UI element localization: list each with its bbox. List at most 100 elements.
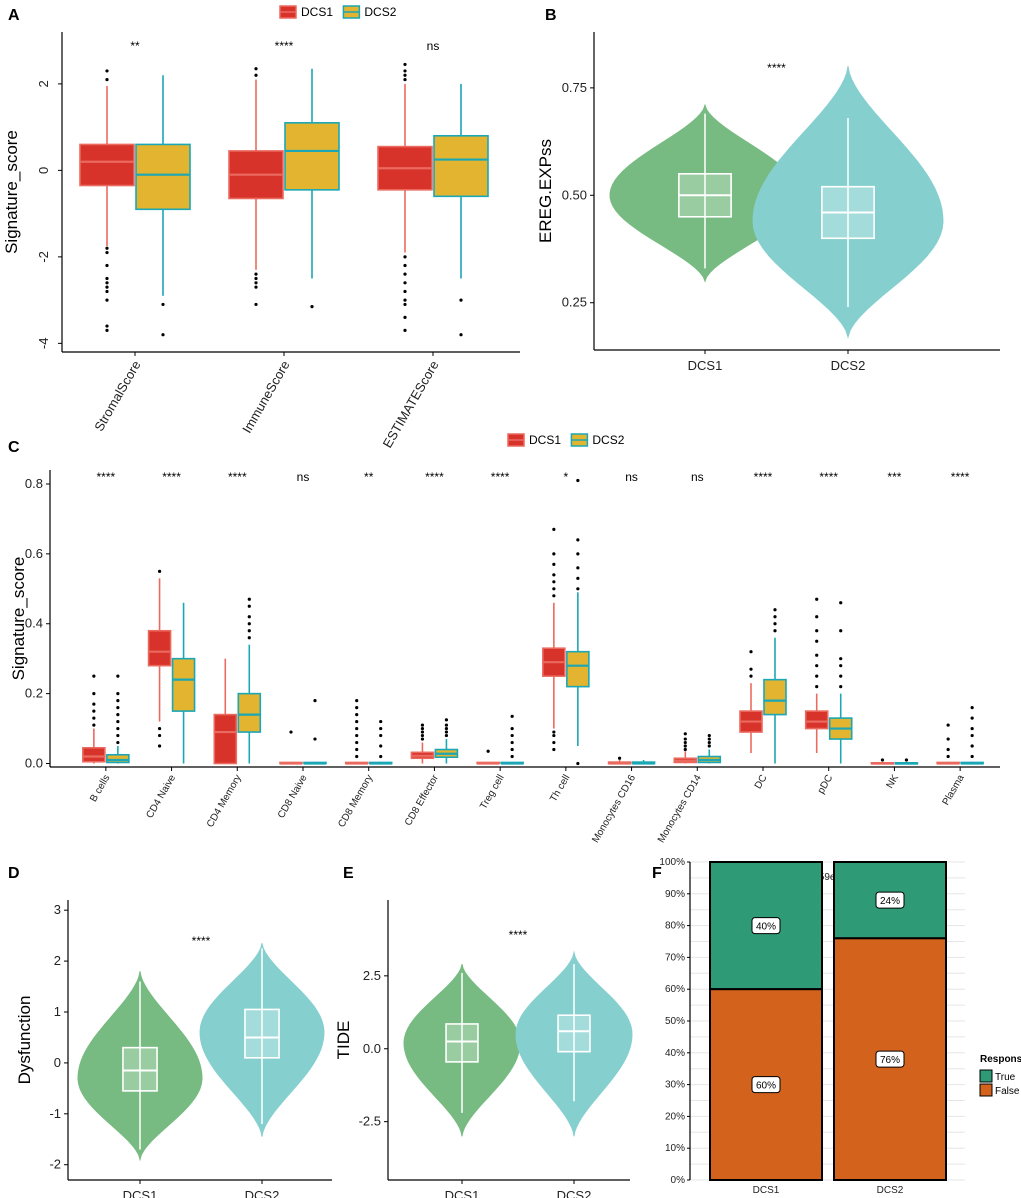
outlier-point (749, 650, 753, 654)
outlier-point (773, 615, 777, 619)
outlier-point (247, 604, 251, 608)
outlier-point (313, 699, 317, 703)
outlier-point (707, 737, 711, 741)
significance-label: **** (819, 470, 838, 484)
y-axis-label: Signature_score (2, 130, 21, 254)
outlier-point (815, 653, 819, 657)
box-dcs1-0 (82, 746, 106, 763)
outlier-point (510, 754, 514, 759)
outlier-point (289, 730, 293, 734)
outlier-point (444, 733, 449, 738)
y-tick-label: 2.5 (363, 968, 381, 983)
box-dcs1-0 (79, 143, 135, 187)
outlier-point (815, 674, 819, 678)
x-tick-label: DC (753, 773, 770, 791)
outlier-point (403, 315, 407, 320)
outlier-point (105, 276, 109, 281)
outlier-point (254, 272, 258, 276)
outlier-point (157, 733, 162, 738)
outlier-point (157, 744, 162, 748)
y-tick-label: 40% (665, 1048, 685, 1059)
outlier-point (420, 730, 425, 734)
data-label-box (751, 1076, 781, 1094)
significance-label: * (564, 470, 569, 484)
outlier-point (839, 664, 843, 668)
significance-label: **** (754, 470, 773, 484)
outlier-point (815, 629, 819, 633)
y-tick-label: -4 (36, 338, 51, 350)
outlier-point (116, 740, 120, 745)
outlier-point (707, 733, 711, 738)
x-tick-label: DCS1 (123, 1188, 158, 1198)
significance-label: **** (767, 61, 786, 75)
outlier-point (92, 674, 96, 678)
outlier-point (683, 732, 687, 736)
significance-label: **** (97, 470, 116, 484)
outlier-point (92, 692, 96, 696)
significance-label: **** (951, 470, 970, 484)
outlier-point (880, 758, 885, 762)
significance-label: **** (425, 470, 444, 484)
outlier-point (486, 749, 490, 753)
outlier-point (946, 723, 950, 727)
box-dcs2-1 (171, 657, 196, 712)
y-tick-label: -2.5 (359, 1114, 381, 1129)
y-tick-label: 0.50 (562, 187, 587, 202)
outlier-point (946, 737, 950, 741)
x-tick-label: DCS1 (445, 1188, 480, 1198)
outlier-point (773, 608, 777, 612)
outlier-point (683, 744, 687, 748)
outlier-point (403, 272, 407, 276)
outlier-point (420, 737, 425, 741)
significance-label: ns (297, 470, 310, 484)
x-tick-label: Monocytes CD16 (590, 773, 638, 845)
panel-d-violin-chart: Dysfunction 3 2 1 0 -1 -2 DCS1 DCS2 **** (15, 900, 332, 1198)
y-tick-label: 0.2 (25, 686, 43, 701)
violin-box (445, 1023, 479, 1063)
outlier-point (510, 714, 514, 718)
x-tick-label: DCS1 (753, 1185, 780, 1196)
outlier-point (576, 761, 580, 766)
panel-letter-d: D (8, 865, 20, 882)
outlier-point (839, 685, 843, 689)
outlier-point (247, 597, 251, 601)
box-dcs2-10 (763, 678, 787, 716)
x-tick-label: CD8 Memory (336, 773, 375, 830)
legend-label-false: False (995, 1086, 1020, 1097)
outlier-point (576, 587, 580, 591)
outlier-point (444, 730, 449, 734)
significance-label: **** (192, 934, 211, 948)
y-tick-label: 50% (665, 1016, 685, 1027)
outlier-point (247, 622, 251, 626)
significance-label: **** (491, 470, 510, 484)
y-tick-label: 0% (671, 1175, 686, 1186)
outlier-point (105, 250, 109, 255)
significance-label: **** (509, 928, 528, 942)
outlier-point (815, 615, 819, 619)
outlier-point (946, 754, 950, 759)
box-dcs2-0 (106, 753, 130, 764)
outlier-point (92, 709, 96, 713)
data-label: 24% (880, 896, 900, 907)
outlier-point (403, 289, 407, 294)
panel-letter-c: C (8, 439, 20, 456)
significance-label: **** (275, 39, 294, 53)
outlier-point (815, 685, 819, 689)
y-tick-label: 0.6 (25, 546, 43, 561)
outlier-point (355, 719, 359, 724)
outlier-point (254, 302, 258, 307)
panel-letter-f: F (652, 865, 662, 882)
outlier-point (970, 716, 974, 720)
outlier-point (552, 580, 556, 584)
outlier-point (403, 77, 407, 82)
x-tick-label: Plasma (941, 773, 967, 808)
outlier-point (105, 281, 109, 285)
outlier-point (617, 756, 622, 760)
significance-label: *** (887, 470, 901, 484)
outlier-point (105, 289, 109, 294)
x-tick-label: StromalScore (91, 358, 143, 434)
y-tick-label: 0.0 (25, 756, 43, 771)
x-tick-label: NK (885, 773, 902, 791)
outlier-point (247, 636, 251, 640)
